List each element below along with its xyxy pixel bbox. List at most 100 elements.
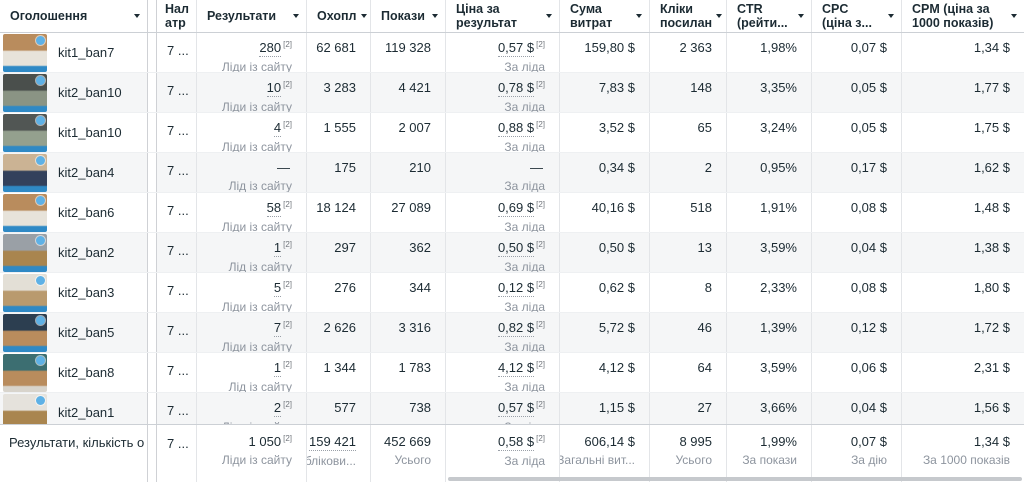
summary-ctr-label: За покази <box>742 453 797 467</box>
ad-name-link[interactable]: kit2_ban6 <box>58 205 115 220</box>
ctr-value: 3,59% <box>760 240 797 255</box>
cell-amount-spent: 3,52 $ <box>560 113 650 152</box>
reach-value: 1 555 <box>323 120 356 135</box>
cell-results: 7 [2] Ліди із сайту <box>197 313 307 352</box>
ad-name-link[interactable]: kit2_ban5 <box>58 325 115 340</box>
horizontal-scrollbar[interactable] <box>448 477 1022 481</box>
amount-spent-value: 0,34 $ <box>598 160 635 175</box>
result-value[interactable]: 1 <box>273 240 282 257</box>
cell-impressions: 344 <box>371 273 446 312</box>
ad-thumbnail[interactable] <box>3 393 47 424</box>
ad-name-link[interactable]: kit1_ban10 <box>58 125 122 140</box>
table-row: kit2_ban1 7 ... 2[2] Ліди із сайту 577 7… <box>0 393 1024 424</box>
ad-name-link[interactable]: kit2_ban10 <box>58 85 122 100</box>
result-value[interactable]: 58 <box>266 200 282 217</box>
ad-thumbnail[interactable] <box>3 193 47 232</box>
column-header-ctr[interactable]: CTR (рейти... <box>727 0 812 32</box>
cell-cost-per-result: 0,88 $ [2] За ліда <box>446 113 560 152</box>
summary-result-value[interactable]: 1 050 <box>248 434 282 449</box>
result-value[interactable]: — <box>277 160 290 175</box>
ad-thumbnail[interactable] <box>3 153 47 192</box>
cost-per-result-value[interactable]: 0,88 $ <box>497 120 535 137</box>
result-value[interactable]: 10 <box>266 80 282 97</box>
column-header-impressions[interactable]: Покази <box>371 0 446 32</box>
frozen-column-divider <box>148 233 157 272</box>
table-row: kit2_ban8 7 ... 1 [2] Лід із сайту 1 344 … <box>0 353 1024 393</box>
ad-thumbnail[interactable] <box>3 273 47 312</box>
ctr-value: 1,98% <box>760 40 797 55</box>
cpc-value: 0,17 $ <box>850 160 887 175</box>
summary-result-footnote-ref: [2] <box>283 434 292 443</box>
ad-thumbnail[interactable] <box>3 233 47 272</box>
cell-cpc: 0,12 $ <box>812 313 902 352</box>
amount-spent-value: 7,83 $ <box>598 80 635 95</box>
cell-attribution: 7 ... <box>157 393 197 424</box>
ad-name-link[interactable]: kit2_ban1 <box>58 405 115 420</box>
summary-cpm-value: 1,34 $ <box>973 434 1010 449</box>
result-value[interactable]: 5 <box>273 280 282 297</box>
result-type-label: Ліди із сайту <box>221 60 292 72</box>
ctr-value: 3,35% <box>760 80 797 95</box>
cost-per-result-value[interactable]: 0,12 $ <box>497 280 535 297</box>
cost-per-result-value[interactable]: 0,69 $ <box>497 200 535 217</box>
cell-cpc: 0,04 $ <box>812 393 902 424</box>
ad-thumbnail[interactable] <box>3 113 47 152</box>
column-header-link-clicks[interactable]: Кліки посилан <box>650 0 727 32</box>
brand-badge-icon <box>36 35 45 45</box>
column-header-cpc-line1: CPC <box>822 2 849 16</box>
ad-thumbnail[interactable] <box>3 313 47 352</box>
column-header-cost-per-result[interactable]: Ціна за результат <box>446 0 560 32</box>
summary-spend-value: 606,14 $ <box>584 434 635 449</box>
table-row: kit2_ban2 7 ... 1 [2] Лід із сайту 297 36… <box>0 233 1024 273</box>
result-value[interactable]: 1 <box>273 360 282 377</box>
cost-per-result-value[interactable]: 0,57 $ <box>497 400 535 417</box>
cost-per-result-value[interactable]: — <box>530 160 543 175</box>
ad-name-link[interactable]: kit2_ban2 <box>58 245 115 260</box>
cost-per-result-value[interactable]: 0,50 $ <box>497 240 535 257</box>
column-header-reach[interactable]: Охопл <box>307 0 371 32</box>
cost-per-result-value[interactable]: 4,12 $ <box>497 360 535 377</box>
ad-name-link[interactable]: kit2_ban3 <box>58 285 115 300</box>
cell-cpm: 1,62 $ <box>902 153 1024 192</box>
impressions-value: 119 328 <box>384 40 431 55</box>
ad-name-link[interactable]: kit1_ban7 <box>58 45 115 60</box>
ad-name-link[interactable]: kit2_ban4 <box>58 165 115 180</box>
summary-clicks-label: Усього <box>675 453 712 467</box>
ad-name-link[interactable]: kit2_ban8 <box>58 365 115 380</box>
cost-per-result-value[interactable]: 0,82 $ <box>497 320 535 337</box>
cell-amount-spent: 0,62 $ <box>560 273 650 312</box>
result-value[interactable]: 2 <box>273 400 282 417</box>
summary-impressions-label: Усього <box>394 453 431 467</box>
cell-amount-spent: 1,15 $ <box>560 393 650 424</box>
ad-thumbnail[interactable] <box>3 73 47 112</box>
brand-badge-icon <box>36 115 45 125</box>
cell-cpc: 0,04 $ <box>812 233 902 272</box>
column-header-ctr-line2: (рейти... <box>737 16 788 30</box>
summary-reach-value[interactable]: 159 421 <box>309 434 356 451</box>
result-value[interactable]: 280 <box>259 40 282 57</box>
result-value[interactable]: 4 <box>273 120 282 137</box>
cpr-type-label: За ліда <box>504 260 545 272</box>
ad-thumbnail[interactable] <box>3 353 47 392</box>
column-header-results[interactable]: Результати <box>197 0 307 32</box>
amount-spent-value: 159,80 $ <box>584 40 635 55</box>
column-header-cpm[interactable]: CPM (ціна за 1000 показів) <box>902 0 1024 32</box>
cost-per-result-value[interactable]: 0,78 $ <box>497 80 535 97</box>
summary-cpc: 0,07 $ За дію <box>812 425 902 482</box>
column-header-amount-spent[interactable]: Сума витрат <box>560 0 650 32</box>
result-value[interactable]: 7 <box>273 320 282 337</box>
impressions-value: 4 421 <box>398 80 431 95</box>
cost-per-result-value[interactable]: 0,57 $ <box>497 40 535 57</box>
cell-amount-spent: 7,83 $ <box>560 73 650 112</box>
cpm-value: 1,56 $ <box>973 400 1010 415</box>
ad-thumbnail[interactable] <box>3 33 47 72</box>
summary-cpr-value[interactable]: 0,58 $ <box>497 434 535 451</box>
result-type-label: Ліди із сайту <box>221 220 292 232</box>
ctr-value: 3,59% <box>760 360 797 375</box>
column-header-ads[interactable]: Оголошення <box>0 0 148 32</box>
cell-cpm: 2,31 $ <box>902 353 1024 392</box>
cpc-value: 0,08 $ <box>850 280 887 295</box>
column-header-attribution[interactable]: Нал атр <box>157 0 197 32</box>
result-footnote-ref: [2] <box>283 400 292 409</box>
column-header-cpc[interactable]: CPC (ціна з... <box>812 0 902 32</box>
